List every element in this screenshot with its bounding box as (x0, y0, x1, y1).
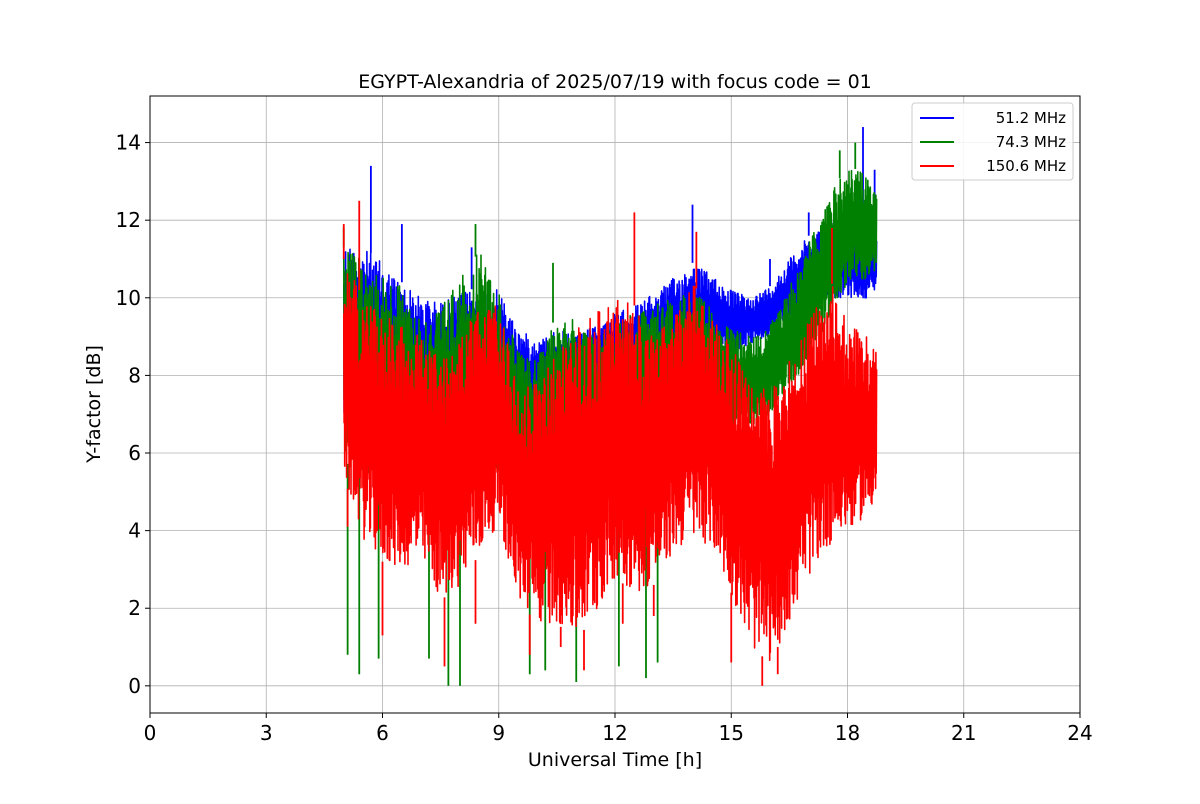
plot-area (342, 127, 878, 686)
y-tick-label: 10 (116, 286, 141, 310)
x-tick-label: 24 (1067, 721, 1092, 745)
x-tick-label: 21 (951, 721, 976, 745)
y-tick-label: 6 (128, 441, 141, 465)
y-tick-label: 4 (128, 519, 141, 543)
x-tick-label: 9 (492, 721, 505, 745)
legend-box (911, 102, 1074, 181)
x-tick-label: 12 (602, 721, 627, 745)
x-tick-label: 15 (719, 721, 744, 745)
y-tick-label: 0 (128, 674, 141, 698)
series-150_6-mhz (342, 200, 878, 686)
legend-label: 150.6 MHz (986, 157, 1066, 175)
x-axis-ticks: 0 3 6 9 12 15 18 21 24 (144, 713, 1093, 745)
y-tick-label: 12 (116, 208, 141, 232)
x-tick-label: 0 (144, 721, 157, 745)
x-tick-label: 18 (835, 721, 860, 745)
y-tick-label: 2 (128, 596, 141, 620)
legend-label: 74.3 MHz (996, 133, 1066, 151)
chart-title: EGYPT-Alexandria of 2025/07/19 with focu… (358, 71, 872, 93)
legend: 51.2 MHz 74.3 MHz 150.6 MHz (911, 102, 1074, 181)
x-tick-label: 6 (376, 721, 389, 745)
x-axis-label: Universal Time [h] (528, 749, 702, 771)
y-tick-label: 8 (128, 363, 141, 387)
y-axis-label: Y-factor [dB] (83, 345, 105, 464)
y-axis-ticks: 0 2 4 6 8 10 12 14 (116, 131, 150, 698)
y-tick-label: 14 (116, 131, 141, 155)
legend-label: 51.2 MHz (996, 109, 1066, 127)
series-line (343, 273, 878, 661)
x-tick-label: 3 (260, 721, 273, 745)
